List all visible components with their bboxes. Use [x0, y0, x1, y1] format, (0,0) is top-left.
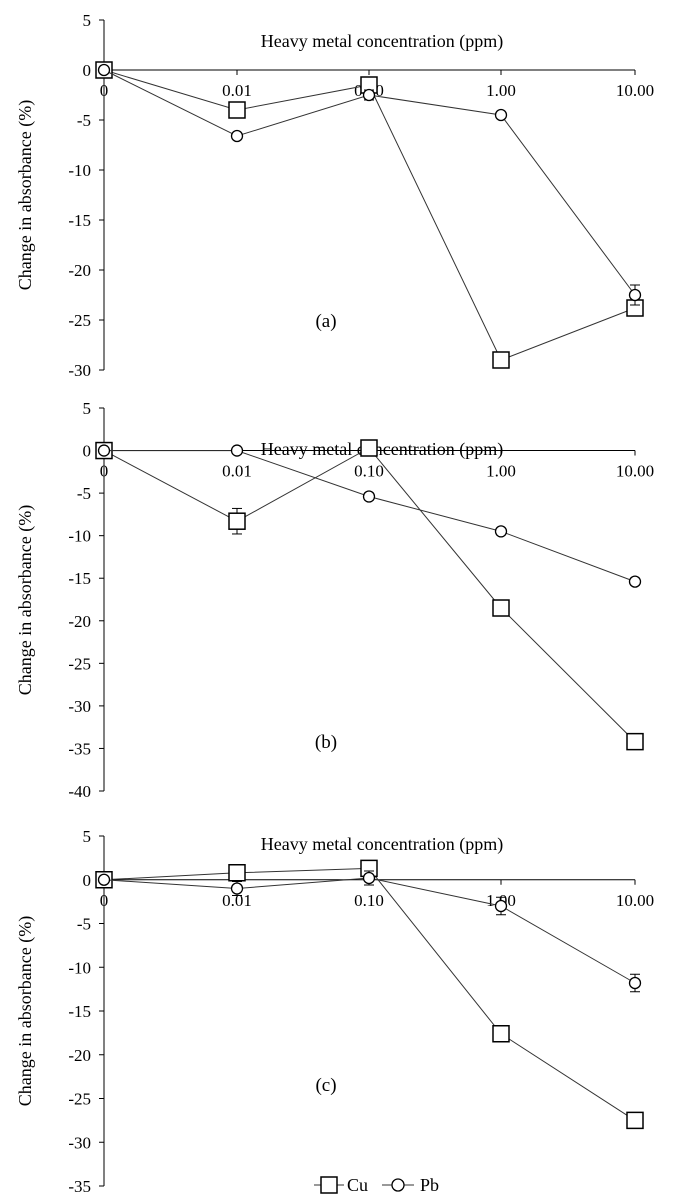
data-point-pb: [97, 873, 111, 886]
x-tick-label: 0.01: [222, 462, 252, 481]
y-tick-label: 0: [83, 871, 92, 890]
y-tick-label: -10: [68, 527, 91, 546]
x-tick-label: 0: [100, 462, 109, 481]
x-tick-label: 10.00: [616, 891, 654, 910]
data-point-pb: [628, 288, 642, 302]
y-tick-label: 5: [83, 11, 92, 30]
y-tick-label: -15: [68, 211, 91, 230]
y-tick-label: -20: [68, 612, 91, 631]
data-point-pb: [494, 525, 508, 538]
y-tick-label: -20: [68, 1046, 91, 1065]
y-tick-label: -25: [68, 311, 91, 330]
y-tick-label: -20: [68, 261, 91, 280]
y-tick-label: -5: [77, 915, 91, 934]
data-point-pb: [362, 490, 376, 503]
x-tick-label: 1.00: [486, 81, 516, 100]
y-tick-label: -35: [68, 739, 91, 758]
y-axis-title: Change in absorbance (%): [15, 916, 36, 1106]
panel-label: (b): [315, 732, 337, 753]
y-tick-label: 5: [83, 399, 92, 418]
series-line-cu: [103, 69, 636, 361]
data-point-cu: [626, 1111, 644, 1130]
x-tick-label: 10.00: [616, 81, 654, 100]
y-tick-label: -15: [68, 1002, 91, 1021]
x-tick-label: 0.01: [222, 891, 252, 910]
data-point-cu: [228, 101, 246, 119]
data-point-pb: [97, 63, 111, 77]
data-point-pb: [362, 871, 376, 885]
y-tick-label: -5: [77, 484, 91, 503]
data-point-pb: [230, 129, 244, 143]
x-tick-label: 0: [100, 81, 109, 100]
x-tick-label: 0.10: [354, 891, 384, 910]
x-tick-label: 1.00: [486, 462, 516, 481]
chart-panel-c: 50-5-10-15-20-25-30-3500.010.101.0010.00…: [15, 827, 654, 1196]
data-point-cu: [626, 732, 644, 751]
chart-panels: 5 0 -5 -10 -15 -20 -25 -30 0 0.01 0.10 1.00 10.00 Hea…: [15, 11, 654, 1196]
data-point-pb: [230, 882, 244, 895]
data-point-cu: [492, 351, 510, 369]
y-tick-label: 0: [83, 442, 92, 461]
y-tick-label: -35: [68, 1177, 91, 1196]
y-tick-label: -30: [68, 1133, 91, 1152]
data-point-cu: [228, 512, 246, 530]
data-point-cu: [360, 439, 378, 457]
data-point-pb: [97, 444, 111, 457]
y-tick-label: -10: [68, 161, 91, 180]
data-point-pb: [628, 575, 642, 588]
data-point-cu: [228, 864, 246, 882]
x-axis-title: Heavy metal concentration (ppm): [261, 439, 503, 460]
chart-panel-b: 5 0 -5 -10 -15 -20 -25 -30 -35 -40 0 0.01 0.10 1.00 10…: [15, 399, 654, 801]
legend-cu-label: Cu: [347, 1175, 368, 1195]
x-tick-label: 0.10: [354, 462, 384, 481]
x-axis-title: Heavy metal concentration (ppm): [261, 834, 503, 855]
series-line-pb: [103, 69, 636, 296]
y-axis-title: Change in absorbance (%): [15, 100, 36, 290]
legend-cu-marker: [320, 1176, 338, 1194]
y-tick-label: -40: [68, 782, 91, 801]
data-point-pb: [494, 108, 508, 122]
y-tick-label: -10: [68, 958, 91, 977]
data-point-pb: [494, 899, 508, 913]
y-tick-label: -15: [68, 569, 91, 588]
data-point-cu: [492, 1025, 510, 1043]
data-point-pb: [230, 444, 244, 457]
data-point-pb: [362, 88, 376, 102]
y-tick-label: 0: [83, 61, 92, 80]
y-tick-label: -25: [68, 654, 91, 673]
y-axis-title: Change in absorbance (%): [15, 505, 36, 695]
x-tick-label: 0: [100, 891, 109, 910]
x-axis-title: Heavy metal concentration (ppm): [261, 31, 503, 52]
chart-panel-a: 50-5-10-15-20-25-3000.010.101.0010.00Hea…: [15, 11, 654, 380]
x-tick-label: 0.01: [222, 81, 252, 100]
y-tick-label: -30: [68, 697, 91, 716]
y-tick-label: -30: [68, 361, 91, 380]
y-tick-label: -5: [77, 111, 91, 130]
y-tick-label: -25: [68, 1090, 91, 1109]
legend: Cu Pb: [314, 1175, 439, 1195]
legend-pb-label: Pb: [420, 1175, 439, 1195]
data-point-cu: [492, 599, 510, 617]
y-tick-label: 5: [83, 827, 92, 846]
panel-label: (a): [315, 311, 336, 332]
x-tick-label: 10.00: [616, 462, 654, 481]
panel-label: (c): [315, 1075, 336, 1096]
data-point-pb: [628, 976, 642, 990]
legend-pb-marker: [391, 1178, 405, 1192]
